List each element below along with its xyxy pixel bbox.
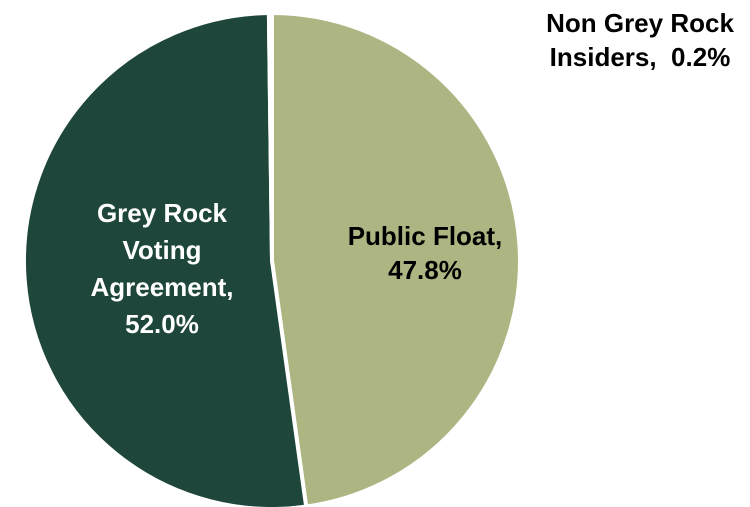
data-label-line: Insiders, 0.2% bbox=[550, 42, 731, 72]
data-label-line: Public Float, bbox=[348, 221, 503, 251]
pie-slice-public-float bbox=[270, 11, 522, 507]
data-label-line: Voting bbox=[123, 235, 202, 265]
data-label-grey-rock-voting-agreement: Grey Rock Voting Agreement, 52.0% bbox=[90, 198, 233, 339]
data-label-line: 47.8% bbox=[388, 255, 462, 285]
data-label-line: Grey Rock bbox=[97, 198, 228, 228]
data-label-line: 52.0% bbox=[125, 309, 199, 339]
data-label-line: Non Grey Rock bbox=[546, 8, 734, 38]
data-label-line: Agreement, bbox=[90, 272, 233, 302]
data-label-non-grey-rock-insiders: Non Grey Rock Insiders, 0.2% bbox=[546, 8, 734, 72]
pie-labels: Public Float, 47.8% Grey Rock Voting Agreeme… bbox=[90, 8, 734, 339]
pie-slice-grey-rock-voting-agreement bbox=[22, 11, 309, 507]
data-label-public-float: Public Float, 47.8% bbox=[348, 221, 503, 285]
pie-slices bbox=[22, 11, 522, 507]
pie-slice-non-grey-rock-insiders bbox=[266, 11, 274, 263]
